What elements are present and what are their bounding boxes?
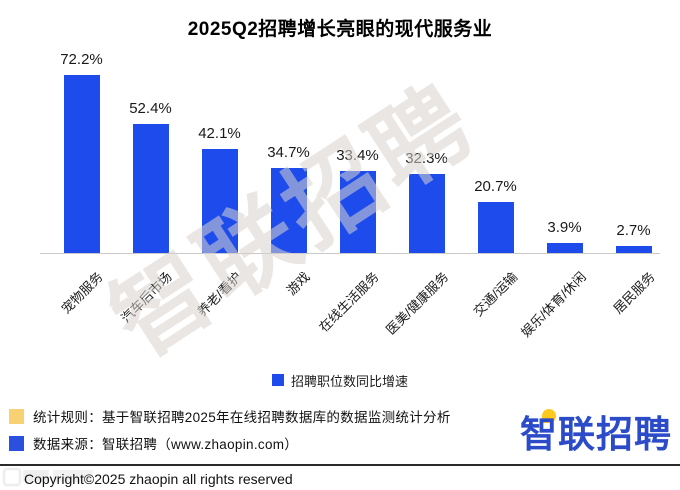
blue-swatch	[9, 435, 24, 451]
bar-value-label: 20.7%	[474, 178, 517, 196]
bar	[408, 173, 445, 253]
separator-line	[0, 464, 680, 466]
bar-value-label: 3.9%	[547, 219, 582, 237]
bar	[615, 246, 652, 253]
bar	[201, 149, 238, 253]
legend-label: 招聘职位数同比增速	[290, 373, 408, 389]
data-source-row: 数据来源：智联招聘（www.zhaopin.com）	[9, 431, 671, 455]
x-axis-category-label: 游戏	[284, 269, 314, 299]
bar-value-label: 72.2%	[60, 51, 103, 69]
footer: 统计规则：基于智联招聘2025年在线招聘数据库的数据监测统计分析 数据来源：智联…	[0, 404, 680, 460]
data-source-text: 数据来源：智联招聘（www.zhaopin.com）	[33, 437, 299, 452]
bar-value-label: 33.4%	[336, 146, 379, 164]
plot-area: 72.2% 宠物服务 52.4% 汽车后市场 42.1% 养老/看护 34.7% 游戏 33.4…	[0, 45, 680, 377]
x-axis-category-label: 宠物服务	[58, 269, 107, 317]
bar-value-label: 42.1%	[198, 125, 241, 143]
bar-value-label: 34.7%	[267, 143, 310, 161]
stat-rule-text: 统计规则：基于智联招聘2025年在线招聘数据库的数据监测统计分析	[33, 410, 451, 425]
bar-value-label: 32.3%	[405, 149, 448, 167]
x-axis-category-label: 娱乐/体育/休闲	[518, 269, 590, 340]
logo-text: 智联招聘	[520, 414, 672, 455]
bar-value-label: 52.4%	[129, 100, 172, 118]
zhaopin-logo: 智联招聘	[520, 405, 672, 457]
legend-swatch	[271, 374, 284, 386]
yellow-swatch	[9, 408, 24, 424]
x-axis-category-label: 医美/健康服务	[382, 269, 452, 338]
bar	[546, 243, 583, 253]
x-axis-line	[40, 253, 660, 254]
bar	[132, 124, 169, 253]
bar	[477, 202, 514, 253]
x-axis-category-label: 汽车后市场	[118, 269, 176, 326]
legend: 招聘职位数同比增速	[0, 370, 680, 390]
chart-title: 2025Q2招聘增长亮眼的现代服务业	[187, 19, 493, 40]
x-axis-category-label: 交通/运输	[470, 269, 521, 320]
bar-value-label: 2.7%	[616, 222, 651, 240]
x-axis-category-label: 养老/看护	[194, 269, 245, 320]
stat-rule-row: 统计规则：基于智联招聘2025年在线招聘数据库的数据监测统计分析	[9, 404, 671, 428]
x-axis-category-label: 在线生活服务	[316, 269, 383, 335]
logo-yellow-pin-icon	[542, 409, 556, 423]
x-axis-category-label: 居民服务	[610, 269, 659, 317]
bar	[63, 75, 100, 253]
bar	[339, 170, 376, 253]
bar	[270, 167, 307, 253]
copyright-text: Copyright©2025 zhaopin all rights reserv…	[24, 471, 293, 487]
